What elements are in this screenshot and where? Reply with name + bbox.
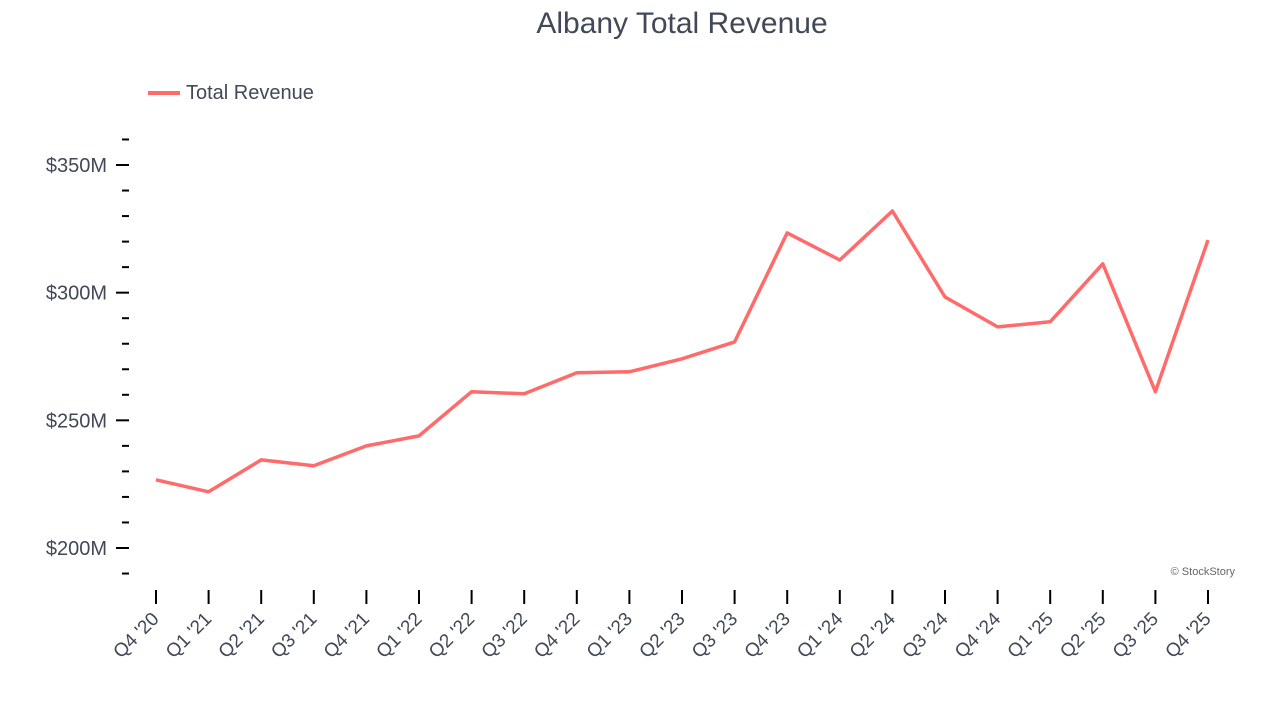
y-tick-label: $300M: [46, 283, 107, 305]
y-tick-label: $350M: [46, 155, 107, 177]
x-tick-label: Q3 '21: [267, 609, 321, 663]
x-tick-label: Q4 '24: [951, 608, 1005, 662]
series-line-total-revenue: [155, 209, 1210, 494]
x-tick-label: Q3 '22: [478, 609, 532, 663]
x-tick-label: Q2 '24: [846, 608, 900, 662]
y-tick-label: $250M: [46, 410, 107, 432]
x-tick-label: Q4 '20: [110, 609, 164, 663]
x-tick-label: Q1 '22: [373, 609, 427, 663]
x-tick-label: Q4 '21: [320, 609, 374, 663]
x-tick-label: Q1 '23: [583, 609, 637, 663]
chart-title: Albany Total Revenue: [536, 7, 827, 40]
x-tick-label: Q4 '23: [741, 609, 795, 663]
x-tick-label: Q2 '22: [425, 609, 479, 663]
x-tick-label: Q1 '25: [1004, 609, 1058, 663]
legend: Total Revenue: [148, 82, 314, 104]
x-tick-label: Q3 '25: [1109, 609, 1163, 663]
x-tick-label: Q4 '22: [530, 609, 584, 663]
x-tick-label: Q1 '24: [793, 608, 847, 662]
x-tick-label: Q3 '24: [899, 608, 953, 662]
x-tick-label: Q1 '21: [162, 609, 216, 663]
x-tick-label: Q2 '25: [1056, 609, 1110, 663]
legend-label: Total Revenue: [186, 82, 314, 104]
x-tick-label: Q3 '23: [688, 609, 742, 663]
watermark: © StockStory: [1171, 566, 1236, 578]
y-axis: $200M $250M $300M $350M: [46, 138, 129, 575]
y-tick-label: $200M: [46, 538, 107, 560]
x-tick-label: Q2 '21: [215, 609, 269, 663]
plot-area: [155, 209, 1210, 494]
x-tick-label: Q2 '23: [636, 609, 690, 663]
x-tick-label: Q4 '25: [1162, 609, 1216, 663]
